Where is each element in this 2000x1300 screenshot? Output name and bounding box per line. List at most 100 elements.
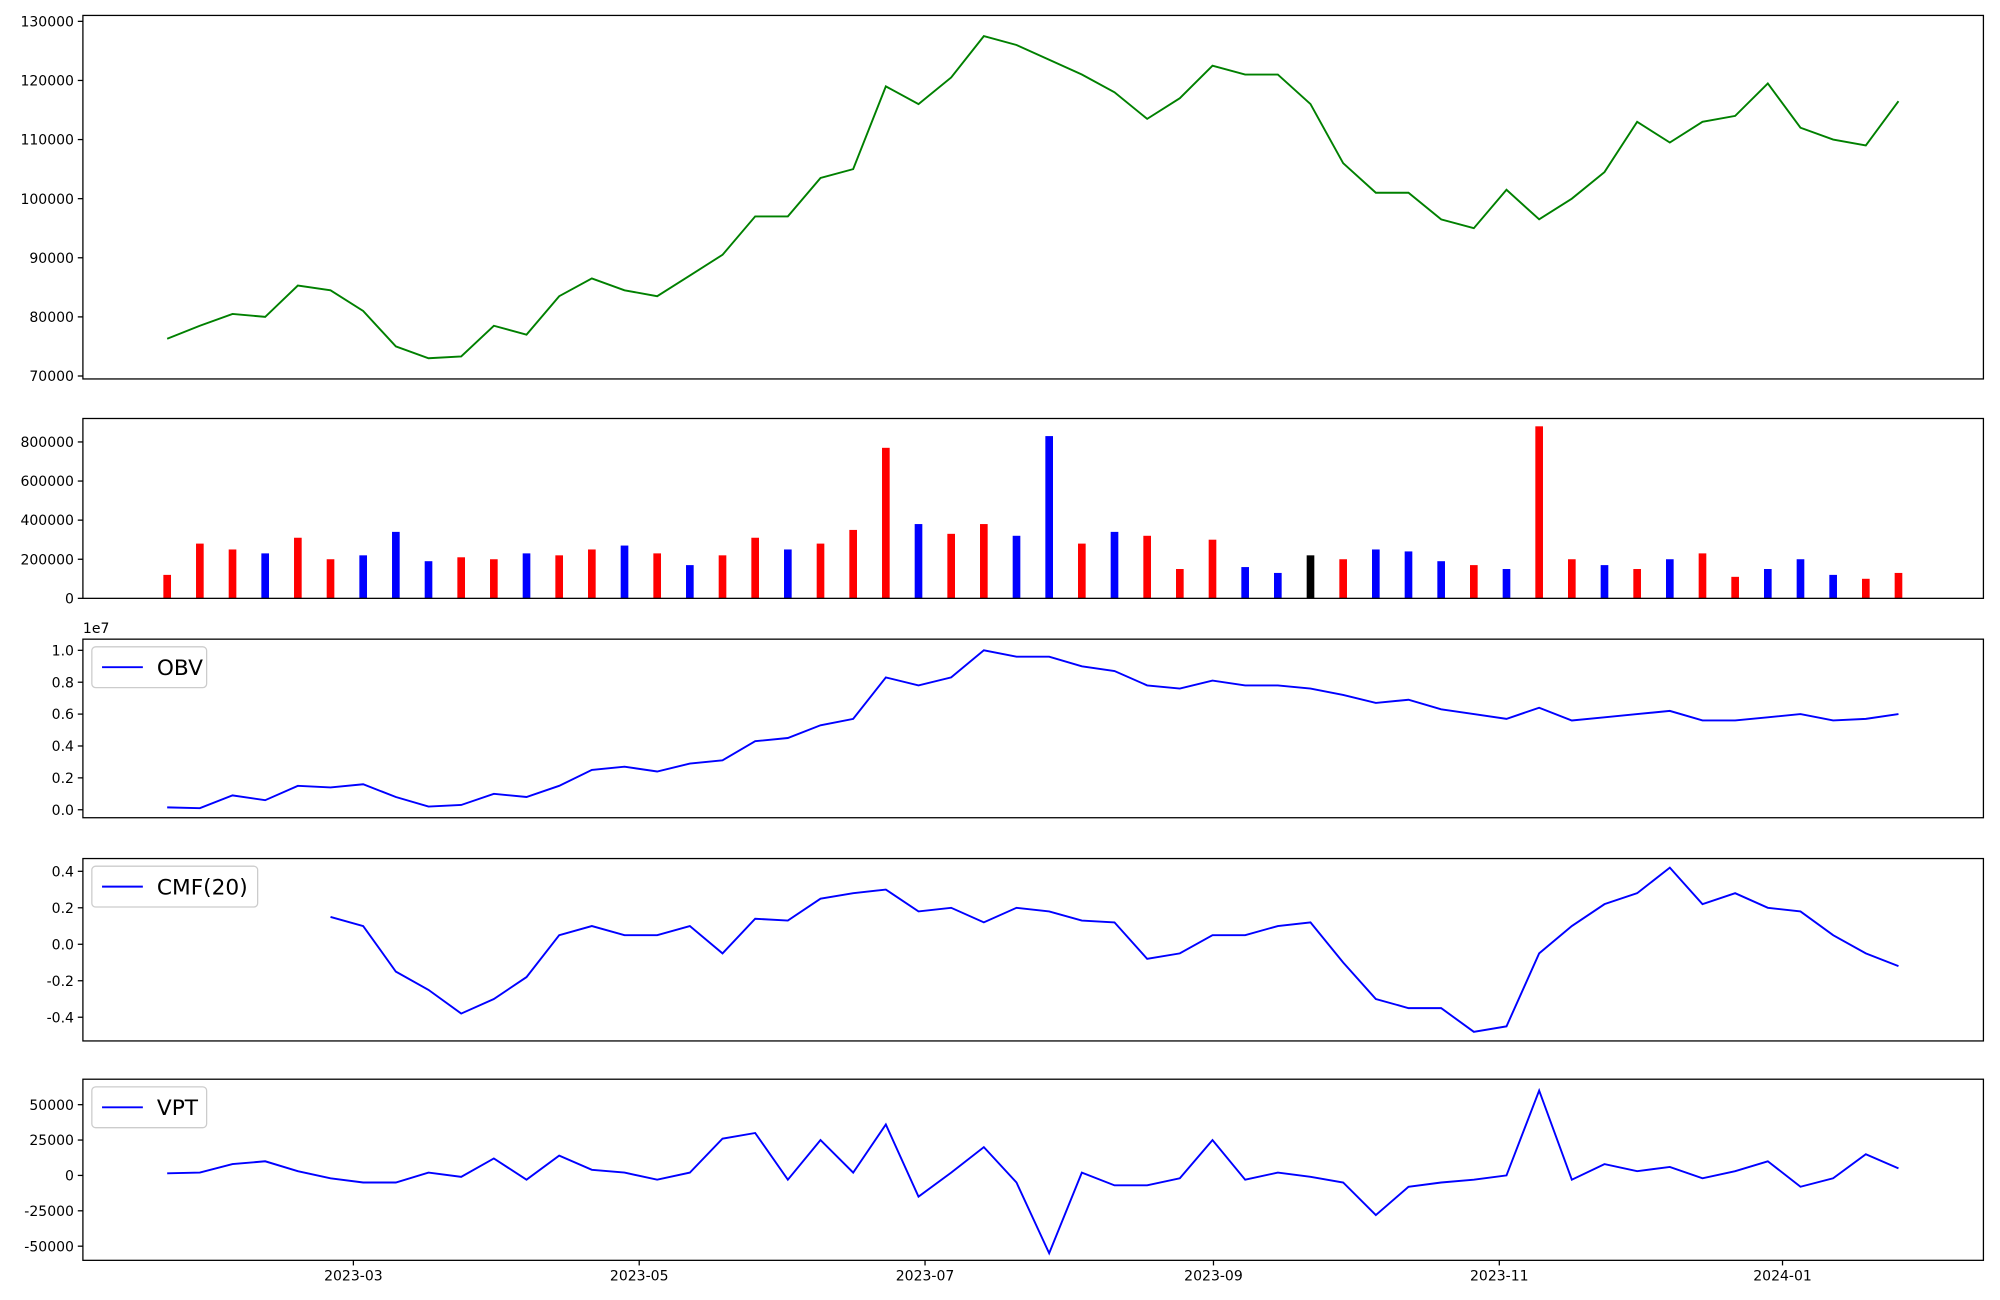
volume-bar [424,561,433,599]
x-tick-label: 2023-03 [324,1269,383,1285]
volume-bar [751,537,760,599]
series-line [167,1087,1899,1256]
y-tick-label: 0.4 [52,864,74,880]
volume-bar [392,531,400,599]
y-tick-label: 130000 [20,14,74,30]
y-tick-label: 0 [65,1169,74,1185]
volume-bar [1796,559,1805,599]
y-tick-label: 0.4 [52,739,74,755]
volume-bar [359,555,368,599]
legend-box [91,646,208,689]
volume-bar [1143,535,1151,599]
legend-label: CMF(20) [157,875,248,900]
volume-bar [1208,539,1217,599]
y-tick-label: -25000 [24,1204,74,1220]
volume-bar [1176,569,1184,599]
volume-bar [228,549,237,599]
y-tick-label: 90000 [29,251,74,267]
volume-bar [261,553,270,599]
volume-bar [882,447,890,599]
y-tick-label: 600000 [20,474,74,490]
volume-bar [163,574,172,599]
volume-bar [588,549,596,599]
volume-bar [718,555,727,599]
volume-bar [1829,574,1837,599]
volume-bar [196,543,204,599]
y-tick-label: 0.0 [52,803,74,819]
volume-bar [490,559,498,599]
y-tick-label: 100000 [20,192,74,208]
volume-bar [1372,549,1380,599]
x-tick-label: 2024-01 [1753,1269,1812,1285]
x-tick-label: 2023-11 [1470,1269,1529,1285]
y-tick-label: 120000 [20,74,74,90]
y-tick-label: 800000 [20,435,74,451]
volume-bar [620,545,629,599]
y-tick-label: 400000 [20,513,74,529]
volume-bar [1045,436,1053,599]
y-tick-label: 110000 [20,133,74,149]
y-tick-label: 0.2 [52,901,74,917]
y-tick-label: 0.2 [52,771,74,787]
y-tick-label: 200000 [20,552,74,568]
series-line [330,866,1899,1033]
volume-bar [1763,569,1772,599]
volume-bar [980,524,988,599]
y-tick-label: 70000 [29,369,74,385]
y-tick-label: -50000 [24,1239,74,1255]
volume-bar [1567,559,1576,599]
volume-bar [1339,559,1347,599]
volume-bar [1665,559,1674,599]
x-tick-label: 2023-09 [1184,1269,1243,1285]
volume-bar [914,524,923,599]
volume-bar [947,533,955,599]
volume-bar [1470,565,1478,599]
y-tick-label: 50000 [29,1098,74,1114]
y-tick-label: 0 [65,591,74,607]
volume-bar [1894,572,1903,599]
volume-bar [1437,561,1445,599]
volume-bar [326,559,335,599]
volume-bar [1274,572,1282,599]
legend-label: OBV [157,656,203,681]
volume-bar [686,565,694,599]
volume-bar [457,557,466,599]
volume-bar [1110,531,1119,599]
x-tick-label: 2023-07 [896,1269,955,1285]
volume-bar [1012,535,1021,599]
y-tick-label: -0.2 [47,974,74,990]
axes-frame [82,417,1985,599]
series-line [166,35,1900,360]
volume-bar [522,553,531,599]
volume-bar [1861,578,1870,599]
axes-frame [82,14,1985,380]
volume-bar [1698,553,1707,599]
series-line [167,649,1899,810]
legend-box [91,865,259,908]
y-tick-label: 0.8 [52,675,74,691]
volume-bar [1731,576,1739,599]
volume-bar [555,555,564,599]
volume-bar [849,529,857,599]
volume-bar [816,543,825,599]
volume-bar [294,537,302,599]
y-tick-label: 25000 [29,1133,74,1149]
x-tick-label: 2023-05 [610,1269,669,1285]
volume-bar [1535,426,1543,599]
legend-label: VPT [157,1096,199,1121]
volume-bar [1502,569,1511,599]
offset-text: 1e7 [83,621,109,637]
volume-bar [1306,555,1315,599]
y-tick-label: 0.0 [52,937,74,953]
axes-frame [82,1078,1985,1261]
volume-bar [1633,569,1641,599]
volume-bar [1241,567,1249,599]
volume-bar [784,549,792,599]
y-tick-label: 0.6 [52,707,74,723]
volume-bar [1078,543,1086,599]
axes-frame [82,857,1985,1042]
legend-box [91,1086,208,1129]
volume-bar [653,553,662,599]
y-tick-label: 1.0 [52,643,74,659]
